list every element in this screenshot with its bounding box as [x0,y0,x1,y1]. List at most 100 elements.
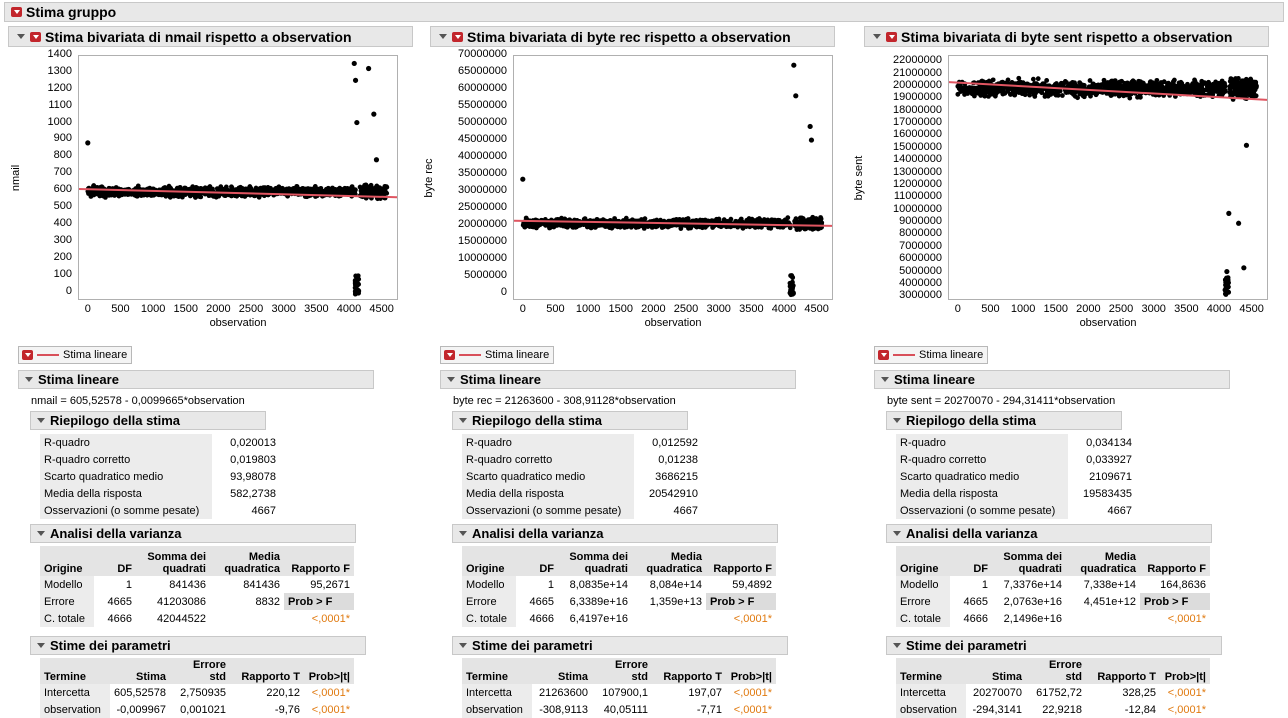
fit-legend-button[interactable]: Stima lineare [440,346,555,364]
data-point [1135,94,1140,100]
y-tick-label: 7000000 [899,239,942,252]
summary-title: Riepilogo della stima [50,413,181,428]
y-tick-label: 10000000 [458,252,507,265]
outlier-point [371,111,377,117]
panel-title: Stima bivariata di byte rec rispetto a o… [467,28,791,45]
data-point [103,194,108,200]
params-header[interactable]: Stime dei parametri [30,636,366,655]
panel-header[interactable]: Stima bivariata di byte sent rispetto a … [864,26,1269,47]
panel-menu-icon[interactable] [452,31,463,42]
anova-ss: 7,3376e+14 [1003,578,1062,591]
disclosure-icon[interactable] [37,418,45,423]
y-tick-label: 19000000 [893,91,942,104]
panel-header[interactable]: Stima bivariata di nmail rispetto a obse… [8,26,413,47]
y-tick-label: 20000000 [458,218,507,231]
disclosure-icon[interactable] [37,531,45,536]
params-est: 20270070 [973,686,1022,699]
anova-f: 95,2671 [310,578,350,591]
fit-legend-button[interactable]: Stima lineare [874,346,989,364]
fit-line [79,188,397,199]
summary-row: Scarto quadratico medio 3686215 [462,468,702,485]
fit-legend-button[interactable]: Stima lineare [18,346,133,364]
disclosure-icon[interactable] [37,643,45,648]
disclosure-icon[interactable] [459,643,467,648]
summary-value: 3686215 [655,470,698,483]
data-point [216,193,222,199]
y-tick-label: 15000000 [458,235,507,248]
data-point [332,187,337,193]
data-point [733,219,738,225]
params-col-se: Errore std [1026,658,1086,684]
data-point [108,192,114,198]
anova-col-ms: Media quadratica [210,546,284,576]
x-tick-label: 2500 [1108,303,1134,315]
summary-header[interactable]: Riepilogo della stima [30,411,266,430]
fit-menu-icon[interactable] [22,350,33,360]
disclosure-icon[interactable] [873,34,881,39]
params-header[interactable]: Stime dei parametri [886,636,1222,655]
disclosure-icon[interactable] [17,34,25,39]
anova-ss: 2,0763e+16 [1003,595,1062,608]
x-tick-label: 2000 [1076,303,1101,315]
data-point [968,86,974,92]
disclosure-icon[interactable] [893,418,901,423]
anova-ms: 8,084e+14 [649,578,702,591]
anova-ss: 841436 [169,578,206,591]
disclosure-icon[interactable] [881,377,889,382]
group-header[interactable]: Stima gruppo [4,2,1284,22]
panel-header[interactable]: Stima bivariata di byte rec rispetto a o… [430,26,835,47]
plot-frame[interactable] [513,55,833,300]
x-tick-label: 3000 [271,303,296,315]
fit-menu-icon[interactable] [444,350,455,360]
panel-menu-icon[interactable] [30,31,41,42]
x-tick-label: 2000 [206,303,231,315]
params-col-term: Termine [896,658,966,684]
anova-f: <,0001* [311,612,350,625]
disclosure-icon[interactable] [459,418,467,423]
data-point [1224,285,1230,291]
fit-header[interactable]: Stima lineare [18,370,374,389]
fit-header[interactable]: Stima lineare [874,370,1230,389]
summary-header[interactable]: Riepilogo della stima [452,411,688,430]
disclosure-icon[interactable] [439,34,447,39]
plot-frame[interactable] [78,55,398,300]
anova-source: Modello [896,576,950,593]
params-header[interactable]: Stime dei parametri [452,636,788,655]
summary-key: R-quadro corretto [462,451,634,468]
fit-equation: byte sent = 20270070 - 294,31411*observa… [887,395,1116,407]
anova-header[interactable]: Analisi della varianza [452,524,778,543]
panel-title: Stima bivariata di nmail rispetto a obse… [45,28,352,45]
data-point [1129,80,1134,86]
outlier-point [366,65,372,72]
data-point [1219,84,1225,90]
anova-header[interactable]: Analisi della varianza [886,524,1212,543]
summary-row: Media della risposta 582,2738 [40,485,280,502]
data-point [711,218,717,224]
disclosure-icon[interactable] [893,531,901,536]
params-p: <,0001* [733,686,772,699]
x-tick-label: 1000 [575,303,601,315]
summary-table: R-quadro 0,012592 R-quadro corretto 0,01238… [462,434,702,519]
disclosure-icon[interactable] [447,377,455,382]
panel-menu-icon[interactable] [886,31,897,42]
data-point [618,222,623,228]
disclosure-icon[interactable] [459,531,467,536]
data-point [99,184,105,190]
anova-col-df: DF [94,546,136,576]
fit-header[interactable]: Stima lineare [440,370,796,389]
disclosure-icon[interactable] [25,377,33,382]
disclosure-icon[interactable] [893,643,901,648]
anova-df: 1 [547,578,554,591]
summary-header[interactable]: Riepilogo della stima [886,411,1122,430]
data-point [1027,92,1033,98]
y-tick-label: 18000000 [893,103,942,116]
summary-row: R-quadro 0,020013 [40,434,280,451]
fit-menu-icon[interactable] [878,350,889,360]
group-menu-icon[interactable] [11,7,22,17]
data-point [808,217,814,223]
data-point [356,281,361,287]
data-point [754,217,760,223]
params-se: 107900,1 [602,686,648,699]
anova-header[interactable]: Analisi della varianza [30,524,356,543]
data-point [546,221,552,227]
